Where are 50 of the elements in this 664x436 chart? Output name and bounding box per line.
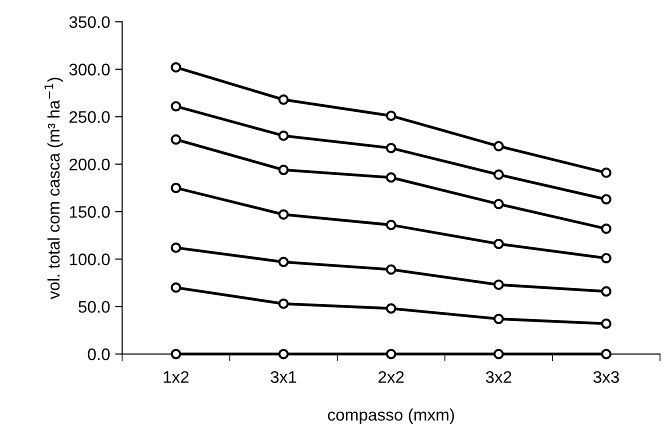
y-tick-label: 250.0 bbox=[70, 111, 110, 123]
point bbox=[278, 256, 289, 268]
x-tick-label: 3x3 bbox=[593, 371, 619, 383]
point bbox=[278, 164, 289, 176]
point bbox=[170, 134, 182, 145]
point bbox=[493, 238, 504, 250]
point bbox=[278, 348, 289, 360]
point bbox=[493, 169, 504, 180]
point bbox=[493, 140, 504, 152]
x-tick-label: 2x2 bbox=[378, 371, 404, 383]
point bbox=[170, 182, 182, 194]
point bbox=[493, 348, 504, 360]
point bbox=[386, 110, 396, 121]
x-tick-label: 3x2 bbox=[486, 371, 512, 383]
x-tick-label: 1x2 bbox=[164, 371, 189, 383]
point bbox=[493, 198, 504, 210]
point bbox=[601, 224, 612, 234]
y-tick-label: 350.0 bbox=[69, 16, 110, 28]
point bbox=[601, 286, 612, 297]
point bbox=[601, 168, 612, 178]
y-tick-label: 100.0 bbox=[70, 254, 110, 266]
y-tick-label: 150.0 bbox=[70, 206, 110, 218]
point bbox=[170, 101, 182, 112]
y-tick-label: 50.0 bbox=[78, 300, 110, 313]
point bbox=[386, 264, 396, 275]
point bbox=[278, 130, 289, 141]
point bbox=[493, 280, 504, 290]
point bbox=[386, 303, 396, 314]
point bbox=[386, 220, 396, 230]
y-tick-label: 0.0 bbox=[88, 348, 110, 360]
y-tick-label: 300.0 bbox=[69, 64, 110, 76]
point bbox=[601, 252, 612, 264]
y-tick-label: 200.0 bbox=[70, 158, 110, 170]
point bbox=[278, 94, 289, 105]
x-tick-label: 3x1 bbox=[270, 371, 296, 383]
point bbox=[170, 242, 182, 253]
point bbox=[278, 209, 289, 220]
point bbox=[170, 348, 182, 360]
point bbox=[386, 172, 396, 183]
point bbox=[601, 318, 612, 329]
point bbox=[493, 314, 504, 324]
point bbox=[278, 298, 289, 309]
point bbox=[170, 62, 182, 73]
y-axis-title: vol. total com casca (m³ ha$^{−1}$) bbox=[44, 78, 63, 300]
point bbox=[170, 282, 182, 293]
x-axis-title: compasso (mxm) bbox=[328, 408, 454, 424]
point bbox=[601, 348, 612, 360]
point bbox=[386, 348, 396, 360]
point bbox=[601, 194, 612, 205]
point bbox=[386, 142, 396, 154]
